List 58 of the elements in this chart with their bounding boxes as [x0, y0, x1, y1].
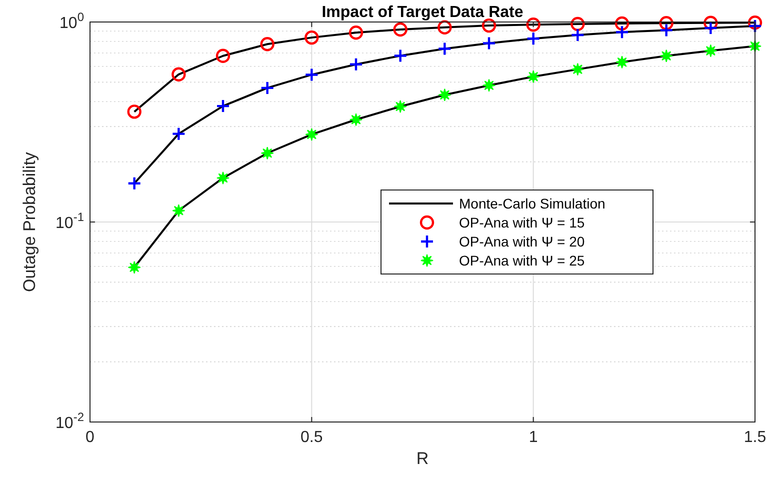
point [659, 16, 674, 30]
point [570, 28, 585, 42]
point [748, 18, 762, 34]
point [260, 80, 274, 96]
x-tick-label: 1.5 [744, 429, 766, 446]
legend-label: OP-Ana with Ψ = 15 [459, 214, 585, 230]
point [482, 18, 496, 33]
point [172, 204, 186, 218]
legend-label: OP-Ana with Ψ = 20 [459, 234, 585, 250]
point [350, 113, 362, 126]
point [660, 49, 673, 62]
x-tick-label: 1 [528, 429, 538, 446]
point [216, 98, 230, 114]
point [127, 176, 142, 190]
x-axis-title: R [416, 449, 429, 468]
point [616, 56, 628, 69]
point [704, 44, 718, 58]
y-tick-label: 10$^{0}$ [60, 10, 84, 32]
point [260, 37, 274, 52]
point [526, 32, 540, 46]
point [704, 20, 718, 36]
chart-title: Impact of Target Data Rate [322, 4, 524, 21]
point [172, 126, 186, 141]
point [526, 18, 540, 32]
point [704, 16, 718, 30]
point [748, 16, 762, 30]
point [393, 48, 408, 63]
point [438, 20, 452, 34]
point [438, 42, 452, 56]
point [128, 260, 141, 274]
point [304, 68, 319, 82]
point [394, 100, 407, 113]
point [348, 57, 364, 72]
y-tick-label: 10$^{-1}$ [56, 210, 84, 232]
point [659, 23, 674, 38]
point [216, 171, 230, 184]
point [172, 67, 186, 82]
point [216, 48, 230, 63]
point [393, 22, 408, 37]
y-axis-title: Outage Probability [20, 152, 39, 292]
x-tick-label: 0.5 [300, 429, 323, 446]
point [571, 62, 584, 76]
point [304, 30, 319, 45]
point [614, 16, 630, 31]
point [482, 78, 496, 92]
legend-label: Monte-Carlo Simulation [459, 196, 606, 212]
x-tick-label: 0 [86, 429, 95, 446]
point [260, 146, 274, 160]
point [127, 104, 142, 119]
point [614, 25, 630, 40]
point [305, 128, 318, 141]
point [348, 26, 364, 40]
y-tick-label: 10$^{-2}$ [56, 410, 84, 432]
point [438, 88, 452, 102]
point [570, 16, 585, 32]
legend-label: OP-Ana with Ψ = 25 [459, 252, 585, 268]
point [482, 36, 496, 50]
point [526, 70, 540, 84]
